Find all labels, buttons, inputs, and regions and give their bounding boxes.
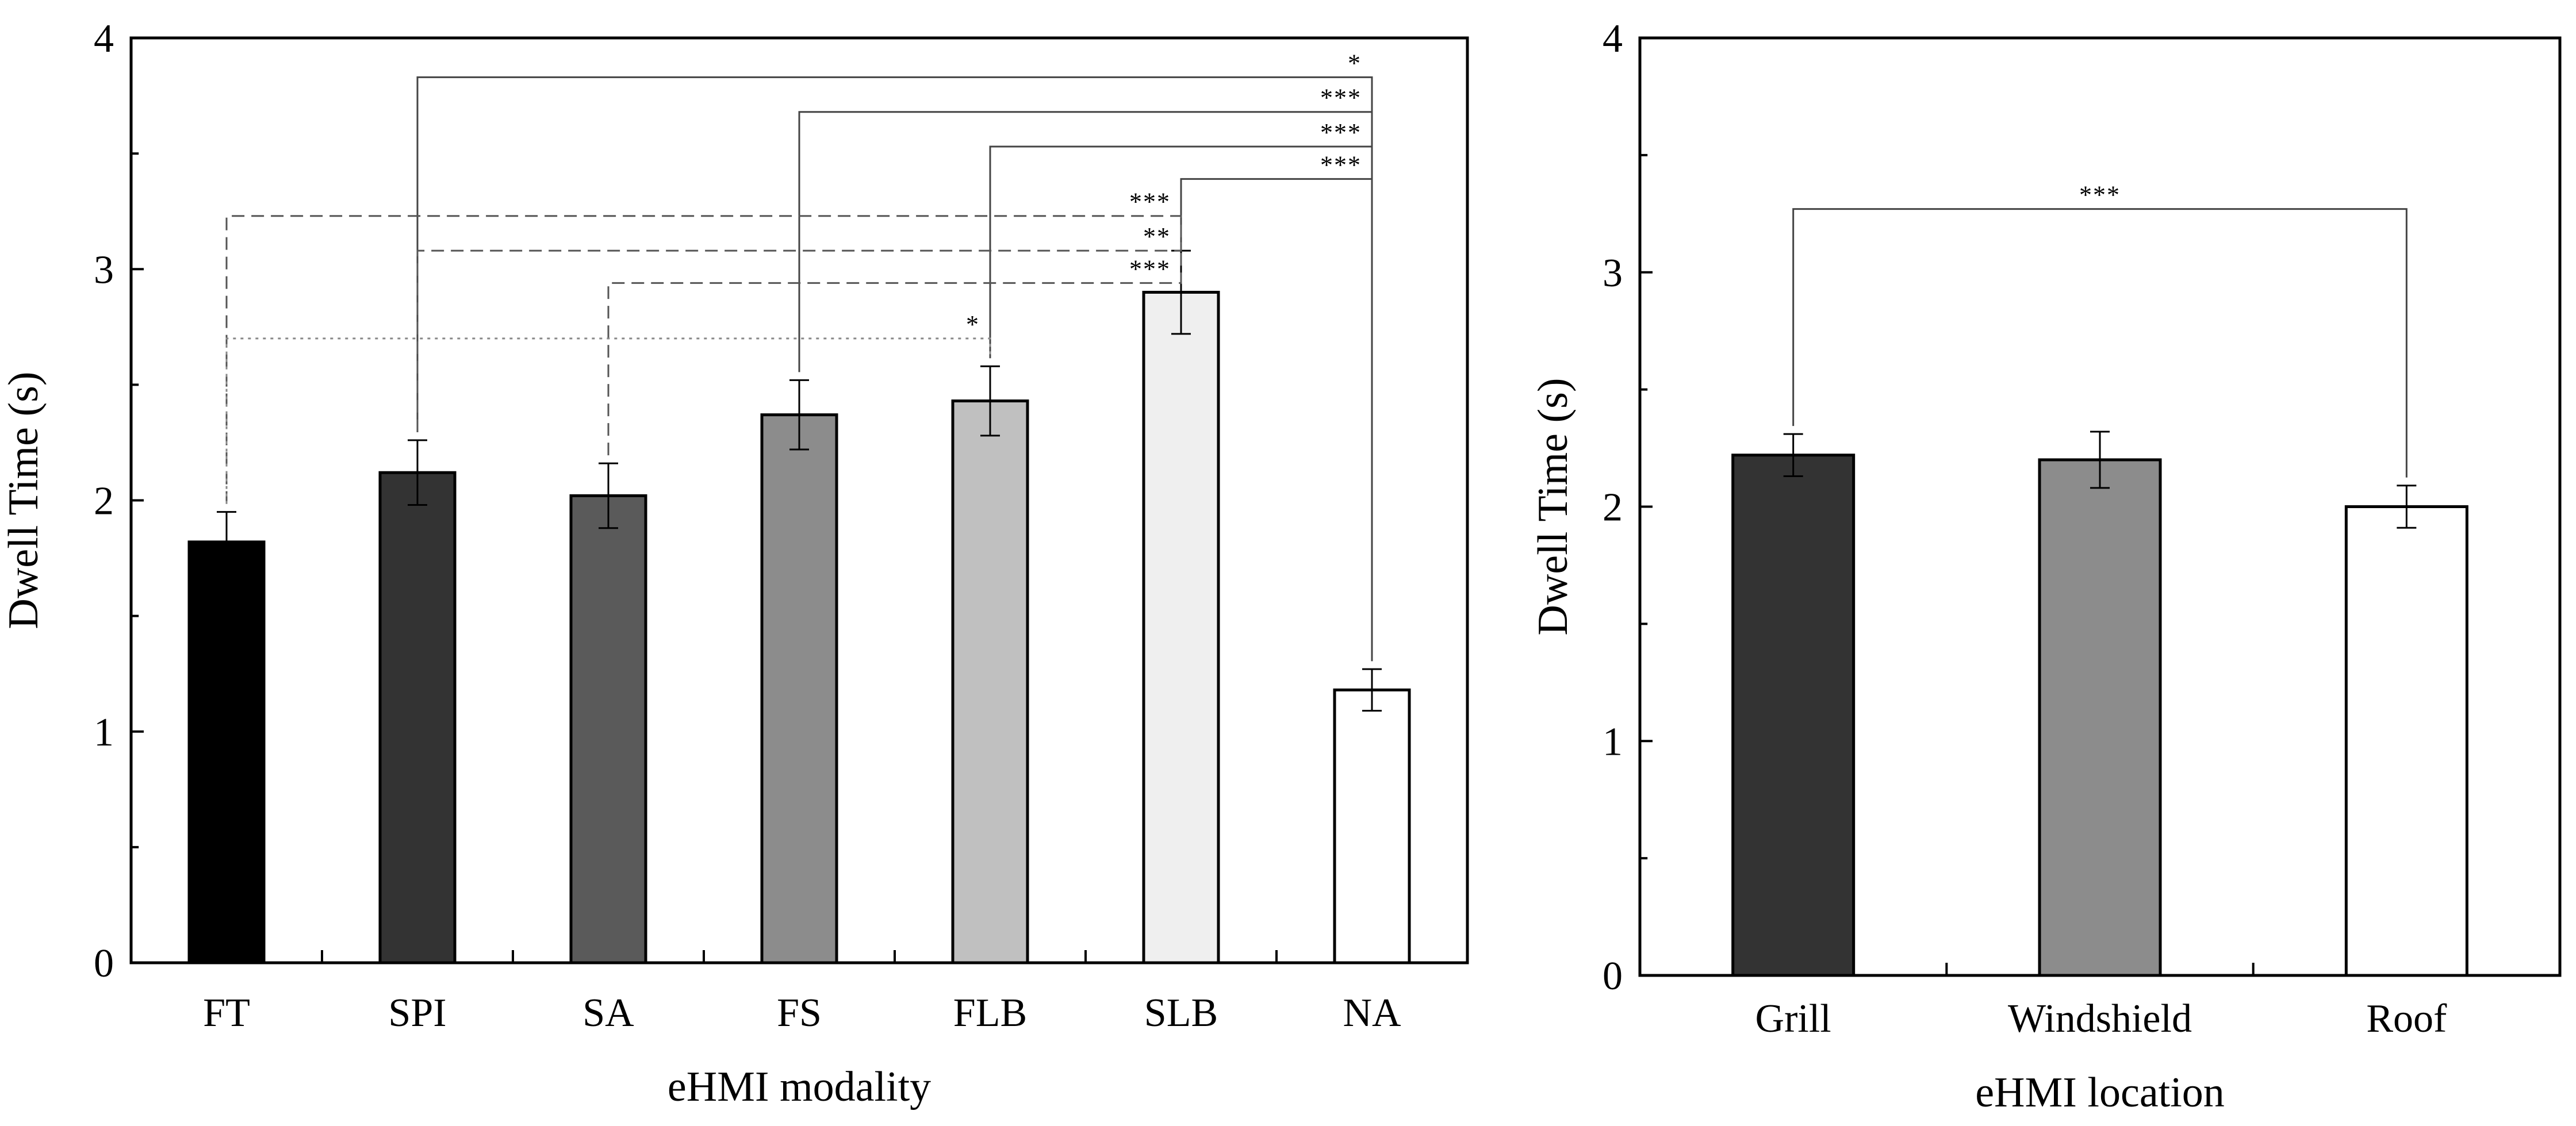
x-tick-label-na: NA	[1343, 991, 1401, 1035]
y-tick-label: 2	[1603, 486, 1623, 530]
y-tick-label: 4	[1603, 17, 1623, 61]
significance-label: ***	[1320, 151, 1362, 179]
bar-roof	[2344, 505, 2468, 977]
y-tick-label: 1	[1603, 720, 1623, 764]
x-tick-label-grill: Grill	[1755, 997, 1831, 1041]
y-tick-label: 0	[1603, 954, 1623, 998]
y-axis-title: Dwell Time (s)	[1529, 378, 1577, 635]
significance-label: *	[966, 310, 980, 339]
y-tick-label: 2	[94, 479, 114, 524]
x-axis-title: eHMI location	[1975, 1069, 2225, 1116]
bar-ft	[187, 540, 266, 964]
y-tick-label: 3	[1603, 251, 1623, 295]
significance-bracket	[416, 76, 1373, 662]
x-tick-label-fs: FS	[777, 991, 822, 1035]
significance-bracket	[225, 337, 991, 504]
x-tick-label-sa: SA	[582, 991, 634, 1035]
significance-label: ***	[1320, 84, 1362, 112]
bar-sa	[569, 494, 647, 964]
significance-label: ***	[1129, 188, 1171, 216]
significance-bracket	[225, 215, 1182, 504]
y-tick-label: 0	[94, 941, 114, 986]
y-axis-title: Dwell Time (s)	[0, 371, 47, 629]
x-tick-label-roof: Roof	[2366, 997, 2447, 1041]
y-tick-label: 4	[94, 17, 114, 61]
bar-na	[1333, 688, 1411, 964]
bar-slb	[1142, 290, 1220, 964]
x-axis-title: eHMI modality	[668, 1063, 931, 1110]
significance-label: *	[1348, 49, 1362, 77]
bar-fs	[760, 413, 838, 964]
y-tick-label: 1	[94, 710, 114, 755]
significance-label: ***	[1320, 118, 1362, 147]
x-tick-label-spi: SPI	[388, 991, 446, 1035]
x-tick-label-windshield: Windshield	[2008, 997, 2192, 1041]
x-tick-label-slb: SLB	[1144, 991, 1218, 1035]
significance-label: **	[1143, 222, 1171, 251]
x-tick-label-ft: FT	[203, 991, 250, 1035]
significance-label: ***	[2079, 181, 2121, 209]
right-chart-location: 0 1 2 3 4 Grill Windshield Roof *** Dwell Time (s…	[1529, 17, 2562, 1116]
significance-bracket	[607, 243, 1182, 456]
bar-spi	[378, 471, 457, 964]
bar-windshield	[2038, 458, 2162, 977]
significance-bracket	[1180, 178, 1373, 662]
bar-flb	[951, 399, 1029, 964]
significance-label: ***	[1129, 255, 1171, 283]
significance-bracket	[416, 243, 1182, 432]
significance-bracket	[798, 111, 1373, 662]
bar-grill	[1731, 454, 1856, 977]
significance-bracket	[1792, 208, 2408, 478]
y-tick-label: 3	[94, 248, 114, 292]
x-tick-label-flb: FLB	[953, 991, 1027, 1035]
